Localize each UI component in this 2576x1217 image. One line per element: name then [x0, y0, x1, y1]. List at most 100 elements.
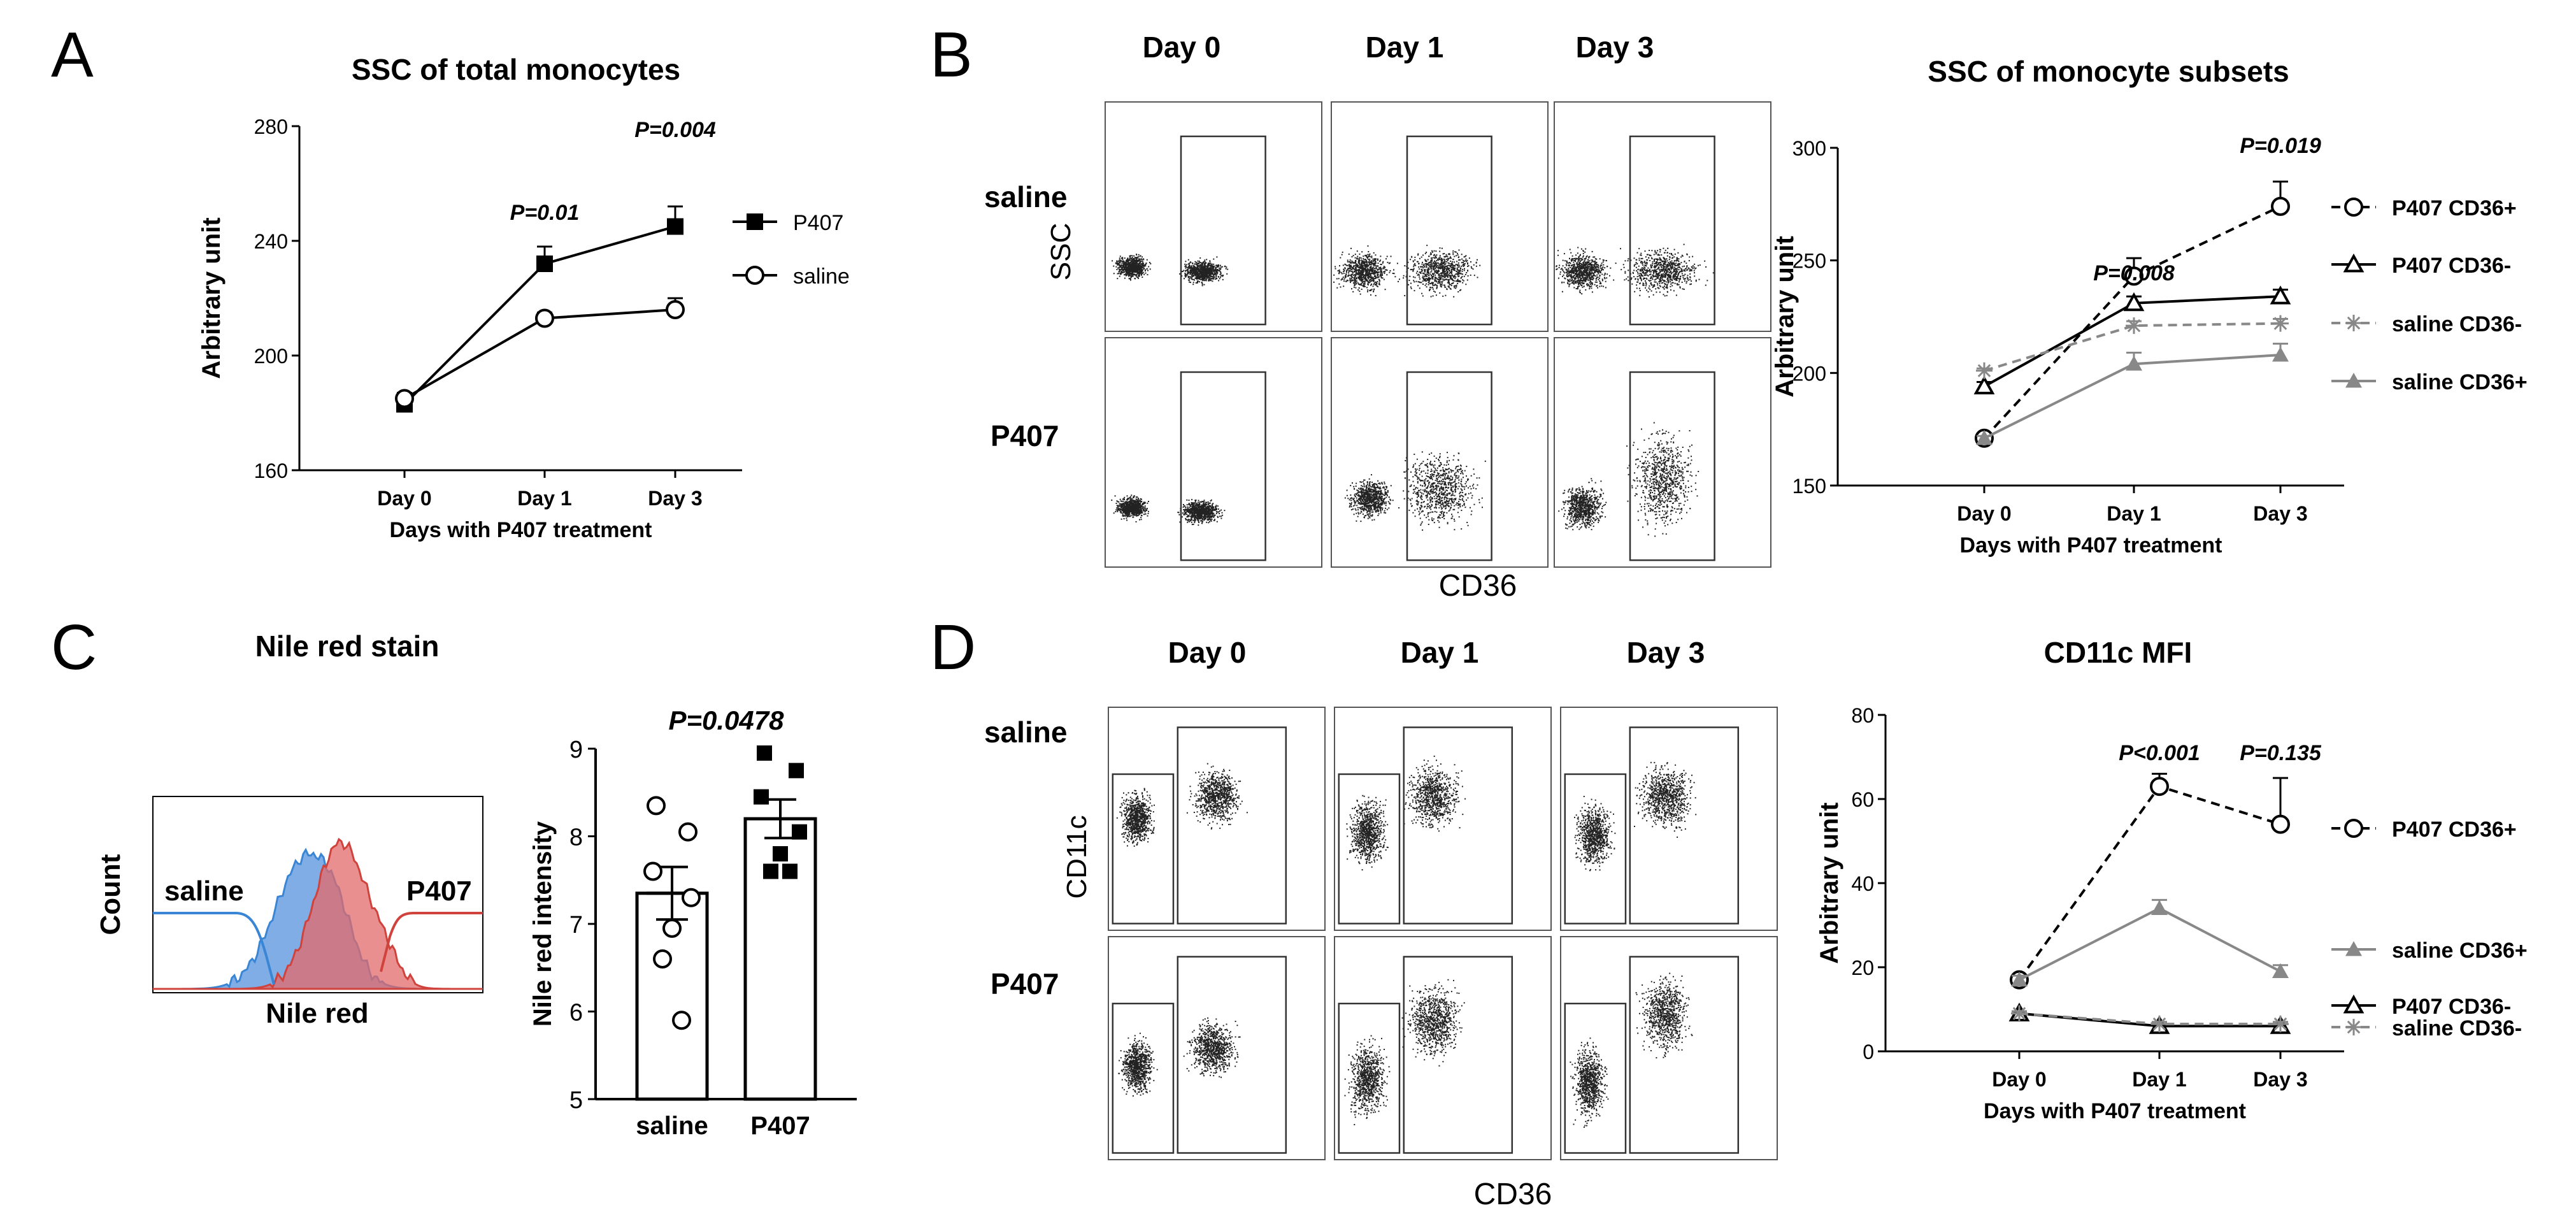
- marker-triangle: [2343, 253, 2365, 273]
- flow-plot-frame: [1554, 101, 1771, 332]
- flow-plot-frame: [1105, 337, 1322, 568]
- flow-gate: [1403, 956, 1513, 1154]
- x-tick-label: saline: [636, 1112, 708, 1140]
- chart-cd11c-mfi: 0 20 40 60 80 Day 0 Day 1 Day 3 CD11c MFI Days wi…: [1815, 636, 2528, 1123]
- marker-triangle: [2272, 347, 2289, 362]
- legend-label: P407 CD36-: [2392, 254, 2511, 278]
- histogram-x-axis-label: Nile red: [266, 998, 368, 1029]
- marker-asterisk: [2151, 1016, 2168, 1033]
- x-axis-label: Days with P407 treatment: [1984, 1099, 2246, 1123]
- data-point: [647, 796, 666, 816]
- panel-letter-c: C: [51, 612, 97, 683]
- legend-label: P407 CD36+: [2392, 196, 2517, 220]
- flow-b-row-label: P407: [991, 419, 1059, 452]
- flow-gate: [1177, 726, 1287, 925]
- legend-label: saline CD36+: [2392, 939, 2528, 963]
- flow-gate: [1629, 135, 1715, 326]
- x-tick-label: Day 3: [2253, 502, 2307, 525]
- chart-title: SSC of monocyte subsets: [1928, 55, 2289, 88]
- legend-label: saline: [793, 264, 850, 289]
- flow-plot-frame: [1554, 337, 1771, 568]
- y-tick-label: 40: [1851, 872, 1874, 895]
- y-tick-label: 9: [569, 737, 583, 763]
- marker-asterisk: [2345, 315, 2362, 331]
- flow-plot: [1108, 707, 1326, 931]
- p-value-annotation: P=0.0478: [668, 705, 784, 735]
- series-p407-cd36: P407 CD36+: [2010, 772, 2517, 990]
- data-point: [653, 949, 672, 969]
- flow-dots: [1558, 422, 1699, 537]
- flow-dots: [1111, 494, 1226, 526]
- marker-asterisk: [2272, 315, 2289, 332]
- flow-grid-b: Day 0 Day 1 Day 3 saline P407 SSC CD36: [984, 31, 1771, 603]
- flow-gate: [1180, 135, 1266, 326]
- y-tick-label: 80: [1851, 704, 1874, 727]
- chart-ssc-monocyte-subsets: 150 200 250 300 Day 0 Day 1 Day 3 SSC of monocy…: [1771, 55, 2528, 558]
- marker-triangle: [2126, 356, 2142, 371]
- series-line: [1984, 322, 2281, 372]
- data-point: [643, 861, 662, 881]
- x-tick-label: Day 1: [517, 487, 571, 510]
- flow-gate: [1180, 371, 1266, 561]
- p-value-annotation: P=0.004: [634, 118, 716, 142]
- flow-gate: [1403, 726, 1513, 925]
- flow-gate: [1112, 1002, 1175, 1154]
- y-tick-label: 5: [569, 1087, 583, 1114]
- histogram-label-p407: P407: [406, 875, 472, 907]
- marker-circle: [745, 266, 764, 285]
- flow-d-row-label: saline: [984, 716, 1067, 749]
- flow-plot: [1105, 101, 1322, 332]
- data-point: [792, 824, 807, 840]
- flow-plot-frame: [1105, 101, 1322, 332]
- series-p407-cd36: P407 CD36+: [1975, 180, 2517, 448]
- chart-title: SSC of total monocytes: [352, 53, 680, 86]
- series-line: [2019, 1012, 2280, 1026]
- flow-gate: [1112, 773, 1175, 925]
- x-tick-label: Day 1: [2107, 502, 2161, 525]
- marker-triangle: [1976, 429, 1993, 445]
- data-point: [782, 863, 798, 879]
- panel-c-title: Nile red stain: [255, 630, 440, 663]
- marker-square: [747, 213, 763, 230]
- marker-circle: [2344, 198, 2363, 217]
- x-tick-label: Day 3: [2253, 1068, 2307, 1091]
- x-tick-label: P407: [750, 1112, 810, 1140]
- marker-triangle: [2345, 941, 2362, 956]
- flow-gate: [1564, 1002, 1627, 1154]
- marker-square: [667, 218, 683, 235]
- y-tick-label: 160: [254, 459, 288, 482]
- flow-plot: [1554, 337, 1771, 568]
- marker-triangle: [2151, 900, 2168, 915]
- chart-title: CD11c MFI: [2044, 636, 2193, 669]
- flow-plot: [1560, 936, 1778, 1160]
- histogram-p407-legend-curve: [380, 912, 483, 972]
- flow-gate: [1177, 956, 1287, 1154]
- flow-b-col-label: Day 0: [1143, 31, 1221, 64]
- marker-circle: [2124, 266, 2143, 286]
- data-point: [757, 745, 772, 761]
- p-value-annotation: P<0.001: [2119, 741, 2200, 765]
- flow-gate: [1629, 371, 1715, 561]
- y-tick-label: 60: [1851, 788, 1874, 811]
- marker-circle: [2271, 814, 2290, 834]
- flow-plot-frame: [1334, 707, 1552, 931]
- marker-circle: [2344, 819, 2363, 838]
- marker-asterisk: [2345, 1019, 2362, 1035]
- y-tick-label: 0: [1863, 1041, 1874, 1063]
- marker-triangle: [2270, 285, 2291, 305]
- flow-gate: [1564, 773, 1627, 925]
- flow-plot: [1334, 936, 1552, 1160]
- p-value-annotation: P=0.008: [2093, 261, 2175, 285]
- y-tick-label: 280: [254, 115, 288, 138]
- marker-circle: [535, 308, 554, 328]
- marker-asterisk: [2011, 1005, 2028, 1022]
- y-tick-label: 8: [569, 825, 583, 851]
- data-point: [662, 918, 682, 938]
- x-tick-label: Day 0: [377, 487, 431, 510]
- flow-gate: [1406, 371, 1492, 561]
- x-tick-label: Day 0: [1957, 502, 2011, 525]
- flow-dots: [1556, 243, 1714, 298]
- series-line: [1983, 205, 2281, 440]
- data-point: [773, 846, 788, 861]
- flow-plot-frame: [1331, 337, 1549, 568]
